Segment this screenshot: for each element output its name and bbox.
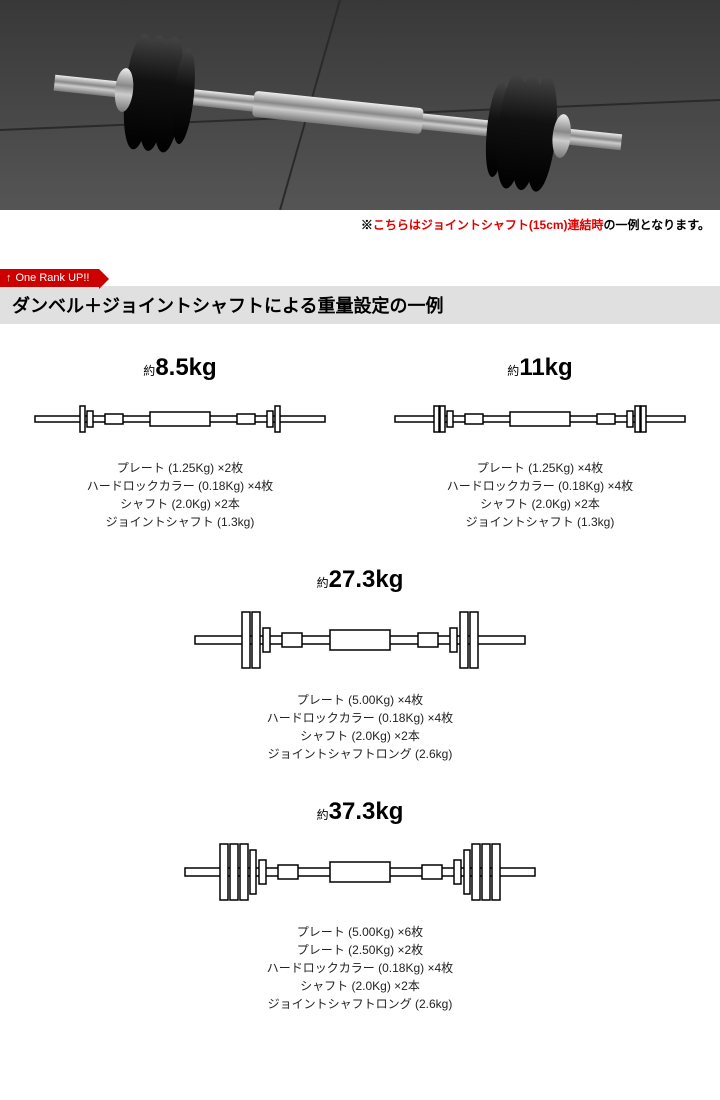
spec-line: ジョイントシャフト (1.3kg) bbox=[390, 513, 690, 531]
spec-line: シャフト (2.0Kg) ×2本 bbox=[390, 495, 690, 513]
note-suffix: の一例となります。 bbox=[604, 218, 710, 232]
spec-line: ジョイントシャフトロング (2.6kg) bbox=[180, 995, 540, 1013]
weight-value: 27.3kg bbox=[329, 566, 404, 593]
weight-prefix: 約 bbox=[317, 808, 329, 822]
weight-prefix: 約 bbox=[317, 576, 329, 590]
spec-list: プレート (5.00Kg) ×4枚 ハードロックカラー (0.18Kg) ×4枚… bbox=[190, 691, 530, 763]
spec-line: シャフト (2.0Kg) ×2本 bbox=[190, 727, 530, 745]
section-title: ダンベル＋ジョイントシャフトによる重量設定の一例 bbox=[0, 286, 720, 324]
spec-line: ハードロックカラー (0.18Kg) ×4枚 bbox=[30, 477, 330, 495]
weight-label: 約8.5kg bbox=[30, 354, 330, 382]
barbell-diagram bbox=[180, 838, 540, 908]
spec-line: プレート (1.25Kg) ×4枚 bbox=[390, 459, 690, 477]
weight-label: 約37.3kg bbox=[180, 798, 540, 826]
spec-list: プレート (1.25Kg) ×2枚 ハードロックカラー (0.18Kg) ×4枚… bbox=[30, 459, 330, 531]
barbell-diagram bbox=[30, 394, 330, 444]
spec-line: プレート (2.50Kg) ×2枚 bbox=[180, 941, 540, 959]
spec-line: シャフト (2.0Kg) ×2本 bbox=[30, 495, 330, 513]
hero-image bbox=[0, 0, 720, 210]
note-prefix: ※ bbox=[361, 218, 373, 232]
weight-value: 11kg bbox=[519, 354, 572, 381]
spec-line: プレート (5.00Kg) ×6枚 bbox=[180, 923, 540, 941]
spec-line: ジョイントシャフト (1.3kg) bbox=[30, 513, 330, 531]
weight-value: 37.3kg bbox=[329, 798, 404, 825]
config-1: 約8.5kg プレート (1.25Kg) ×2枚 ハードロックカラー (0.18… bbox=[30, 354, 330, 531]
spec-line: ハードロックカラー (0.18Kg) ×4枚 bbox=[180, 959, 540, 977]
rank-badge: ↑ One Rank UP!! bbox=[0, 269, 99, 287]
spec-line: ハードロックカラー (0.18Kg) ×4枚 bbox=[190, 709, 530, 727]
barbell-diagram bbox=[190, 606, 530, 676]
badge-text: One Rank UP!! bbox=[16, 272, 90, 284]
spec-line: シャフト (2.0Kg) ×2本 bbox=[180, 977, 540, 995]
spec-line: プレート (1.25Kg) ×2枚 bbox=[30, 459, 330, 477]
barbell-diagram bbox=[390, 394, 690, 444]
badge-row: ↑ One Rank UP!! bbox=[0, 269, 720, 287]
weight-prefix: 約 bbox=[143, 364, 155, 378]
spec-line: ハードロックカラー (0.18Kg) ×4枚 bbox=[390, 477, 690, 495]
weight-label: 約27.3kg bbox=[190, 566, 530, 594]
config-4: 約37.3kg bbox=[180, 798, 540, 1013]
spec-list: プレート (5.00Kg) ×6枚 プレート (2.50Kg) ×2枚 ハードロ… bbox=[180, 923, 540, 1013]
note-highlight: こちらはジョイントシャフト(15cm)連結時 bbox=[373, 218, 604, 232]
config-list: 約8.5kg プレート (1.25Kg) ×2枚 ハードロックカラー (0.18… bbox=[0, 324, 720, 1058]
weight-label: 約11kg bbox=[390, 354, 690, 382]
arrow-up-icon: ↑ bbox=[6, 272, 12, 284]
spec-line: ジョイントシャフトロング (2.6kg) bbox=[190, 745, 530, 763]
note-text: ※こちらはジョイントシャフト(15cm)連結時の一例となります。 bbox=[0, 210, 720, 239]
spec-line: プレート (5.00Kg) ×4枚 bbox=[190, 691, 530, 709]
weight-prefix: 約 bbox=[507, 364, 519, 378]
weight-value: 8.5kg bbox=[155, 354, 216, 381]
config-3: 約27.3kg プレート (5.00Kg) ×4枚 ハー bbox=[190, 566, 530, 763]
config-2: 約11kg プレート (1.25Kg) ×4枚 ハードロ bbox=[390, 354, 690, 531]
spec-list: プレート (1.25Kg) ×4枚 ハードロックカラー (0.18Kg) ×4枚… bbox=[390, 459, 690, 531]
